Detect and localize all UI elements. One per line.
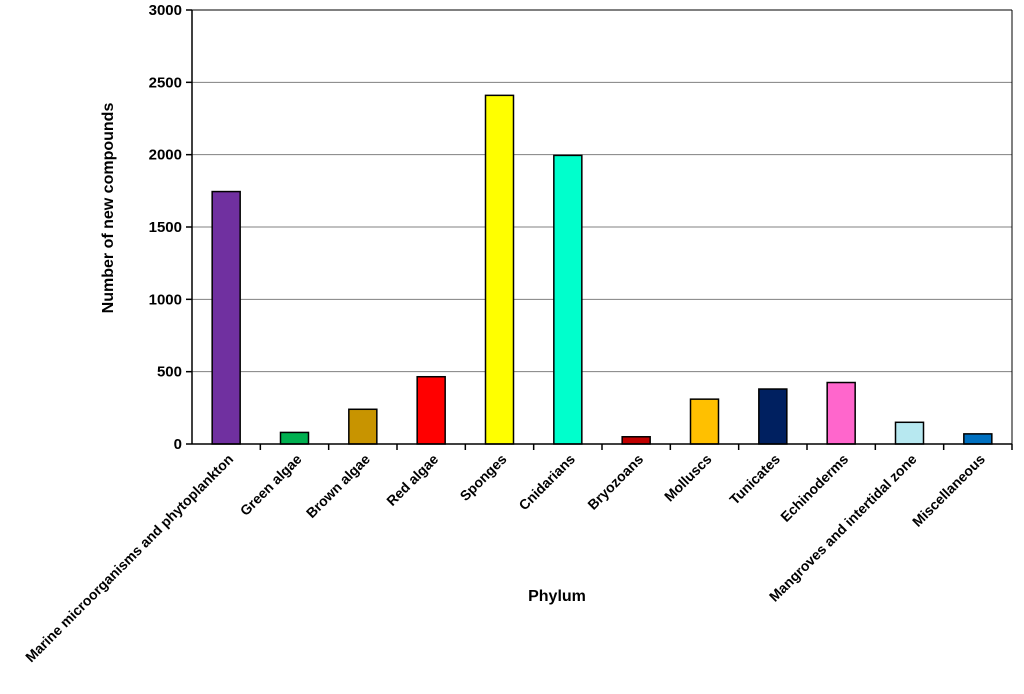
bars <box>211 94 993 445</box>
x-tick-label: Molluscs <box>661 451 715 505</box>
x-tick-label: Bryozoans <box>584 451 646 513</box>
y-tick-label: 2500 <box>149 74 182 91</box>
x-tick-label: Marine microorganisms and phytoplankton <box>22 451 236 665</box>
gridlines <box>192 81 1012 373</box>
bar <box>211 190 241 445</box>
bar <box>348 408 378 445</box>
x-tick-label: Green algae <box>237 451 305 519</box>
bar <box>553 154 583 445</box>
y-tick-label: 3000 <box>149 2 182 19</box>
bar <box>758 388 788 445</box>
x-tick-label: Brown algae <box>303 451 373 521</box>
y-tick-label: 500 <box>157 364 182 381</box>
y-tick-label: 1500 <box>149 219 182 236</box>
x-tick-labels: Marine microorganisms and phytoplankton G… <box>22 444 1013 665</box>
x-tick-label: Sponges <box>456 451 509 504</box>
y-tick-label: 2000 <box>149 147 182 164</box>
x-tick-label: Cnidarians <box>515 451 578 514</box>
y-ticks: 0 500 1000 1500 2000 2500 3000 <box>149 2 192 453</box>
x-tick-label: Mangroves and intertidal zone <box>766 451 920 605</box>
bar <box>963 433 993 445</box>
x-tick-label: Echinoderms <box>777 451 851 525</box>
x-tick-label: Miscellaneous <box>909 451 988 530</box>
bar <box>826 381 856 445</box>
y-axis-title: Number of new compounds <box>100 103 117 314</box>
bar <box>621 436 651 445</box>
bar <box>416 375 446 445</box>
x-tick-label: Red algae <box>383 451 441 509</box>
x-axis-title: Phylum <box>528 588 586 605</box>
bar <box>894 421 925 445</box>
y-tick-label: 1000 <box>149 291 182 308</box>
bar <box>689 398 720 445</box>
bar <box>484 94 515 445</box>
bar <box>279 431 310 445</box>
y-tick-label: 0 <box>174 436 182 453</box>
x-tick-label: Tunicates <box>726 451 783 508</box>
